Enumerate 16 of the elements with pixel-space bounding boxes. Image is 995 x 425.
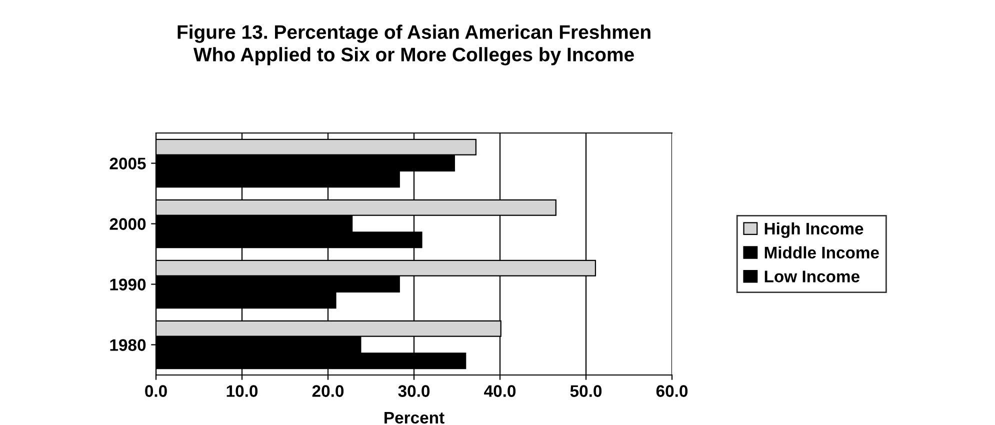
x-tick-label: 0.0	[145, 385, 167, 397]
x-tick-label: 60.0	[656, 385, 688, 397]
x-tick-label: 50.0	[570, 385, 602, 397]
x-tick-label: 20.0	[312, 385, 344, 397]
y-tick-label: 1980	[110, 339, 146, 351]
legend-label: Middle Income	[764, 246, 879, 259]
x-axis-title: Percent	[384, 412, 444, 424]
chart-title: Figure 13. Percentage of Asian American Freshmen Who Applied to Six or More Colleges by Income	[178, 24, 650, 66]
x-tick-label: 10.0	[226, 385, 258, 397]
x-tick-label: 30.0	[398, 385, 430, 397]
legend-label: High Income	[764, 222, 864, 238]
y-tick-label: 2005	[110, 158, 146, 170]
legend-label: Low Income	[764, 270, 860, 282]
x-tick-label: 40.0	[484, 385, 516, 397]
y-tick-label: 2000	[110, 218, 146, 230]
y-tick-label: 1990	[110, 278, 146, 290]
